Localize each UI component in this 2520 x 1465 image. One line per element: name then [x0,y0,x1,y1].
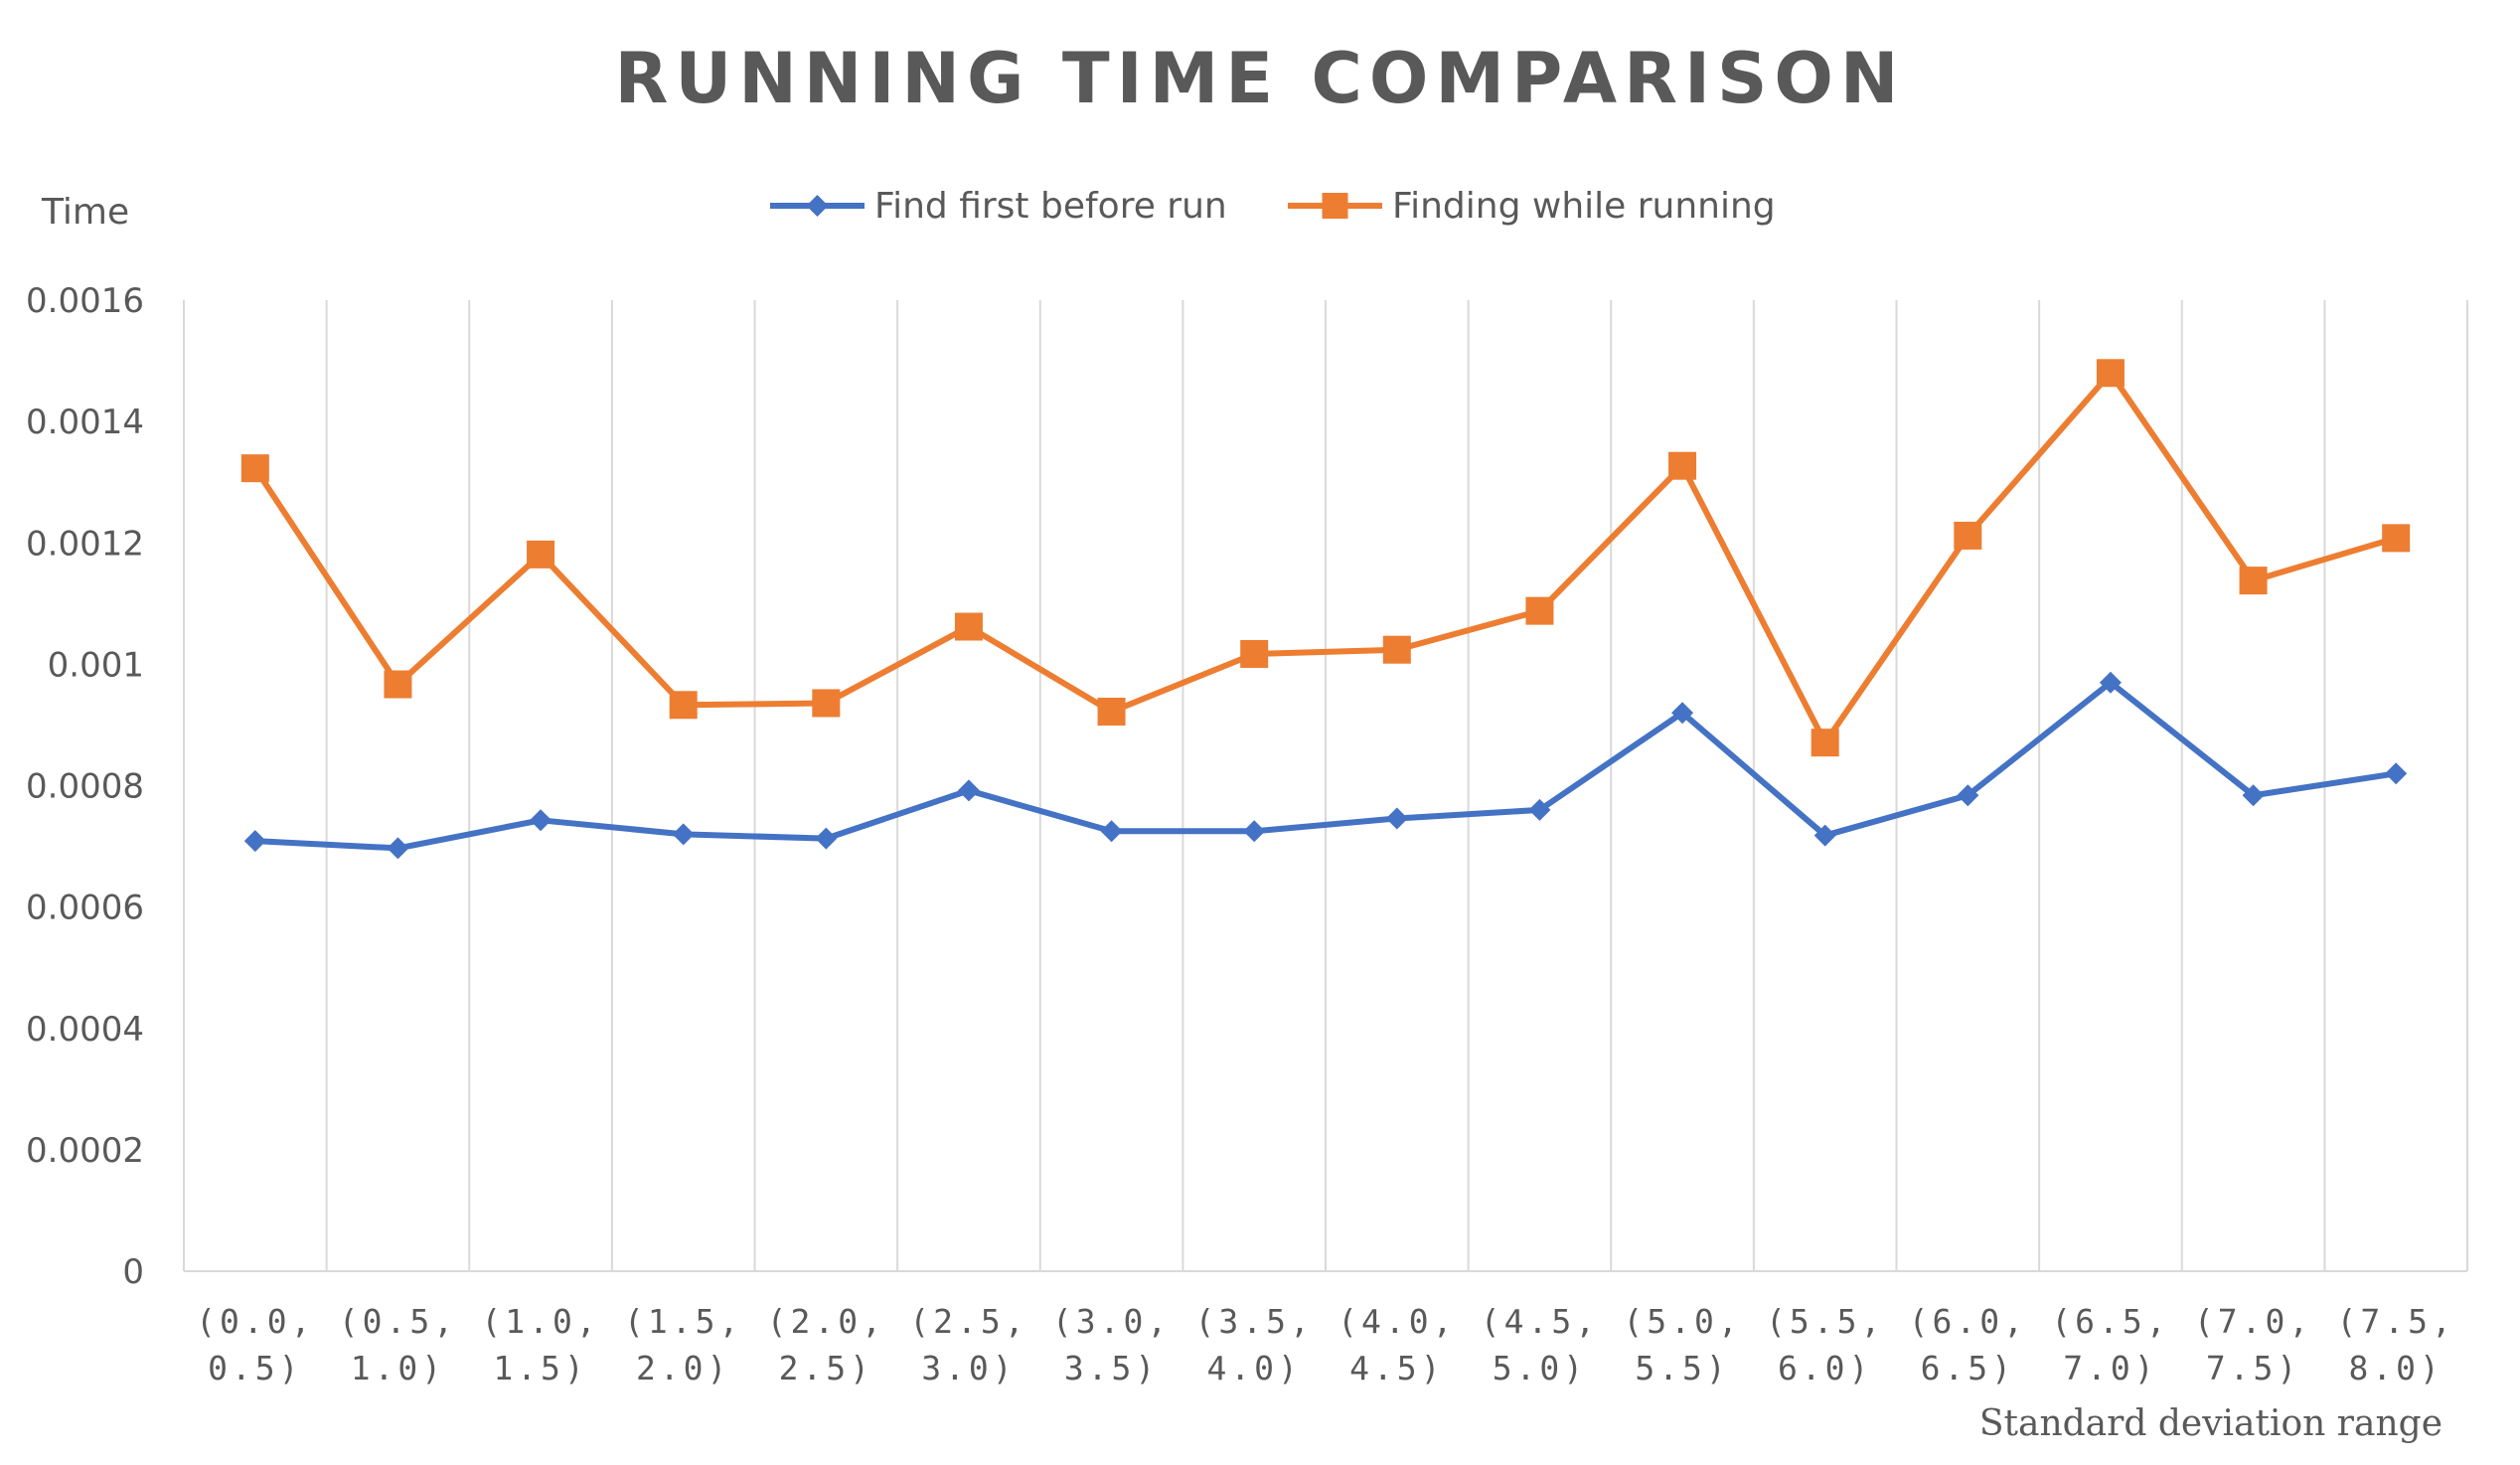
data-point [669,691,698,720]
x-tick-label: (6.5, [2051,1302,2169,1341]
x-tick-label: (6.0, [1909,1302,2027,1341]
y-tick-label: 0.0004 [26,1010,144,1050]
x-tick-label: (4.5, [1481,1302,1599,1341]
x-tick-label: 2.5) [779,1349,873,1387]
data-point [2096,359,2125,388]
y-tick-label: 0.0014 [26,403,144,442]
data-point [1813,824,1836,847]
legend: Find first before run Finding while runni… [770,186,1776,227]
data-point [1385,807,1408,830]
data-point [954,612,983,641]
data-point [1382,635,1411,664]
legend-marker [1322,193,1348,219]
y-tick-label: 0.0008 [26,767,144,807]
data-point [2239,567,2268,595]
x-tick-label: (5.0, [1623,1302,1741,1341]
x-tick-label: 1.0) [351,1349,445,1387]
x-tick-label: 7.0) [2063,1349,2157,1387]
legend-item: Finding while running [1288,186,1776,227]
data-point [1954,521,1982,550]
x-tick-label: 3.0) [921,1349,1016,1387]
x-tick-label: (3.5, [1195,1302,1314,1341]
legend-label: Finding while running [1392,186,1776,227]
data-point [957,779,980,802]
data-point [1668,451,1697,480]
data-point [1100,820,1123,843]
data-point [2385,762,2408,785]
x-tick-label: (0.0, [196,1302,314,1341]
data-point [384,670,412,699]
series-lines [240,359,2411,860]
x-tick-label: (7.0, [2194,1302,2312,1341]
legend-marker [806,195,829,217]
data-point [1811,729,1839,757]
y-tick-label: 0.0006 [26,889,144,928]
data-point [1097,698,1126,727]
x-tick-label: 6.0) [1778,1349,1872,1387]
series-1 [243,671,2408,860]
y-tick-label: 0.0012 [26,524,144,564]
data-point [530,809,552,832]
x-tick-label: 4.5) [1349,1349,1444,1387]
y-axis-title: Time [41,192,129,233]
y-tick-label: 0.001 [48,645,144,685]
data-point [240,454,269,483]
x-tick-label: (1.0, [481,1302,599,1341]
data-point [1243,820,1266,843]
y-tick-label: 0.0002 [26,1131,144,1171]
data-point [1671,702,1694,725]
x-tick-label: 7.5) [2206,1349,2300,1387]
y-tick-label: 0 [122,1252,144,1292]
data-point [1525,596,1554,625]
x-tick-label: (5.5, [1766,1302,1884,1341]
x-tick-label: 1.5) [493,1349,587,1387]
series-line [251,679,2400,852]
data-point [387,837,409,860]
legend-item: Find first before run [770,186,1227,227]
x-tick-label: 6.5) [1921,1349,2015,1387]
vertical-gridlines [183,300,2468,1271]
x-tick-label: (3.0, [1052,1302,1171,1341]
x-tick-label: 8.0) [2348,1349,2442,1387]
x-axis-ticks: (0.0, 0.5) (0.5, 1.0) (1.0, 1.5) (1.5, 2.0) (2.0… [196,1302,2455,1387]
x-tick-label: 2.0) [636,1349,730,1387]
series-2 [240,359,2411,757]
data-point [1240,639,1269,668]
x-tick-label: (4.0, [1338,1302,1456,1341]
data-point [1528,798,1551,821]
x-tick-label: 5.5) [1635,1349,1729,1387]
x-tick-label: (1.5, [624,1302,742,1341]
x-tick-label: 4.0) [1206,1349,1301,1387]
data-point [2382,524,2411,553]
x-tick-label: 0.5) [208,1349,302,1387]
data-point [2242,784,2265,807]
data-point [527,540,555,569]
x-tick-label: (0.5, [339,1302,457,1341]
x-tick-label: (2.5, [909,1302,1027,1341]
x-tick-label: (7.5, [2337,1302,2455,1341]
data-point [815,827,838,850]
data-point [243,830,266,853]
y-tick-label: 0.0016 [26,281,144,321]
x-tick-label: (2.0, [767,1302,885,1341]
legend-label: Find first before run [874,186,1227,227]
data-point [812,689,841,718]
data-point [1957,784,1979,807]
x-axis-title: Standard deviation range [1979,1403,2442,1444]
data-point [672,823,695,846]
chart-title: RUNNING TIME COMPARISON [614,38,1905,119]
series-line [251,370,2400,746]
x-tick-label: 5.0) [1493,1349,1587,1387]
y-axis-ticks: 0 0.0002 0.0004 0.0006 0.0008 0.001 0.0012 0.00… [26,281,144,1292]
data-point [2099,671,2122,694]
x-tick-label: 3.5) [1064,1349,1159,1387]
